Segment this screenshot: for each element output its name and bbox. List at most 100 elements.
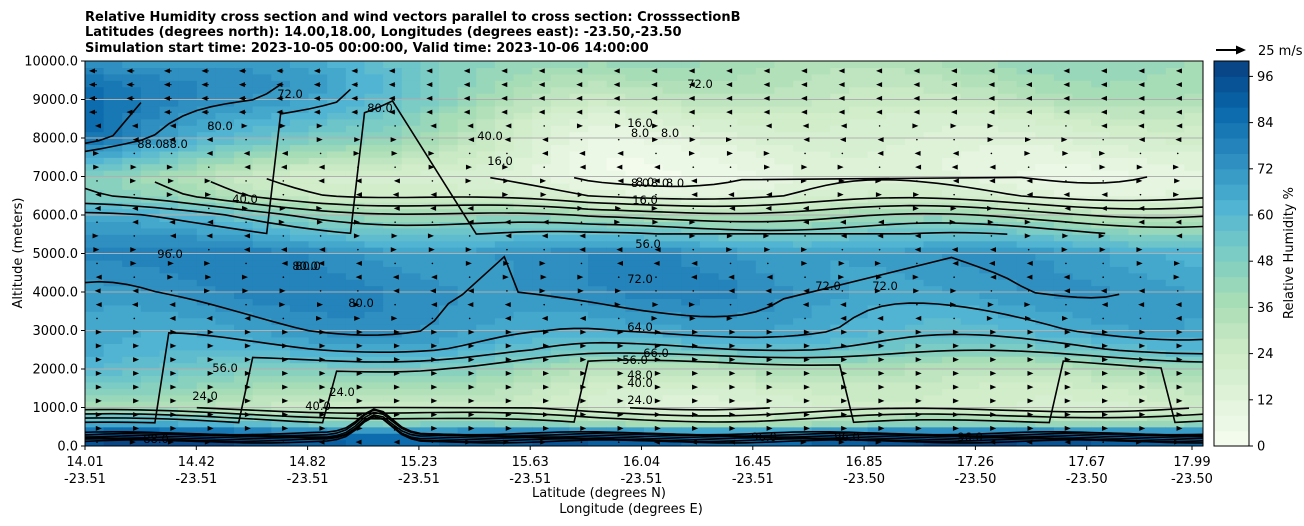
rh-cell <box>904 349 925 357</box>
rh-cell <box>886 195 906 203</box>
rh-cell <box>234 401 254 409</box>
rh-cell <box>923 99 943 107</box>
rh-cell <box>196 86 217 94</box>
rh-cell <box>699 426 720 434</box>
rh-cell <box>699 105 720 113</box>
rh-cell <box>215 394 235 402</box>
rh-cell <box>1091 317 1111 325</box>
rh-cell <box>588 401 608 409</box>
rh-cell <box>327 336 347 344</box>
rh-cell <box>1184 401 1203 409</box>
rh-cell <box>979 234 999 242</box>
wind-vector <box>244 425 251 431</box>
rh-cell <box>383 118 403 126</box>
rh-cell <box>662 144 682 152</box>
rh-cell <box>848 112 869 120</box>
rh-cell <box>383 125 403 133</box>
wind-vector <box>1064 329 1071 335</box>
rh-cell <box>867 240 887 248</box>
rh-cell <box>494 279 515 287</box>
rh-cell <box>215 86 235 94</box>
rh-cell <box>774 150 794 158</box>
rh-cell <box>960 227 980 235</box>
wind-vector <box>1065 221 1067 223</box>
rh-cell <box>420 407 440 415</box>
rh-cell <box>308 401 328 409</box>
wind-vector <box>96 262 98 265</box>
rh-cell <box>606 86 626 94</box>
rh-cell <box>867 388 887 396</box>
rh-cell <box>998 182 1018 190</box>
rh-cell <box>960 272 980 280</box>
wind-vector <box>841 357 848 363</box>
rh-cell <box>867 413 887 421</box>
rh-cell <box>1053 439 1074 446</box>
rh-cell <box>662 285 682 293</box>
rh-cell <box>737 420 757 428</box>
rh-cell <box>625 311 645 319</box>
rh-cell <box>550 420 571 428</box>
rh-cell <box>1072 388 1092 396</box>
rh-cell <box>308 298 328 306</box>
wind-vector <box>878 370 885 376</box>
rh-cell <box>793 388 813 396</box>
rh-cell <box>457 99 477 107</box>
rh-cell <box>886 292 906 300</box>
rh-cell <box>1165 93 1185 101</box>
rh-cell <box>1147 99 1167 107</box>
rh-cell <box>513 80 533 88</box>
rh-cell <box>569 292 589 300</box>
rh-cell <box>681 105 701 113</box>
rh-cell <box>401 93 421 101</box>
rh-cell <box>904 381 925 389</box>
rh-cell <box>439 433 459 441</box>
rh-cell <box>699 144 720 152</box>
rh-cell <box>476 343 496 351</box>
rh-cell <box>383 336 403 344</box>
rh-cell <box>140 330 161 338</box>
rh-cell <box>588 259 608 267</box>
rh-cell <box>811 125 831 133</box>
wind-vector <box>426 82 433 88</box>
rh-cell <box>923 343 943 351</box>
rh-cell <box>1091 176 1111 184</box>
rh-cell <box>494 343 515 351</box>
rh-cell <box>681 176 701 184</box>
wind-vector <box>613 82 620 88</box>
rh-cell <box>718 80 738 88</box>
rh-cell <box>513 131 533 139</box>
wind-vector <box>726 109 733 115</box>
rh-cell <box>308 105 328 113</box>
rh-cell <box>308 195 328 203</box>
rh-cell <box>439 150 459 158</box>
rh-cell <box>513 138 533 146</box>
rh-cell <box>345 362 366 370</box>
wind-vector <box>543 207 545 210</box>
rh-cell <box>755 375 776 383</box>
rh-cell <box>85 272 105 280</box>
wind-vector <box>1065 180 1067 182</box>
rh-cell <box>550 426 571 434</box>
rh-cell <box>476 182 496 190</box>
rh-cell <box>215 401 235 409</box>
rh-cell <box>1016 259 1036 267</box>
rh-cell <box>699 189 720 197</box>
rh-cell <box>383 426 403 434</box>
rh-cell <box>215 324 235 332</box>
rh-cell <box>234 324 254 332</box>
rh-cell <box>345 240 366 248</box>
wind-vector <box>952 329 959 335</box>
rh-cell <box>159 118 179 126</box>
rh-cell <box>1035 93 1055 101</box>
rh-cell <box>886 330 906 338</box>
rh-cell <box>383 279 403 287</box>
rh-cell <box>1091 356 1111 364</box>
rh-cell <box>662 215 682 223</box>
rh-cell <box>904 259 925 267</box>
rh-cell <box>383 311 403 319</box>
rh-cell <box>345 381 366 389</box>
wind-vector <box>952 425 959 431</box>
rh-cell <box>811 253 831 261</box>
rh-cell <box>644 298 664 306</box>
rh-cell <box>103 388 123 396</box>
